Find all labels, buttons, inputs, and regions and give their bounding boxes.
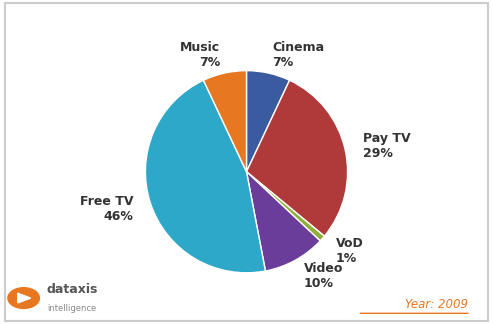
Text: Free TV
46%: Free TV 46% — [79, 195, 133, 223]
Text: intelligence: intelligence — [47, 304, 96, 313]
Text: Video
10%: Video 10% — [304, 262, 343, 290]
Text: Entertainment & Media Revenues - Western Europe -: Entertainment & Media Revenues - Western… — [19, 14, 474, 29]
Wedge shape — [145, 80, 265, 273]
Wedge shape — [246, 172, 320, 271]
Wedge shape — [246, 172, 324, 241]
Circle shape — [8, 288, 39, 308]
Text: Year: 2009: Year: 2009 — [405, 298, 468, 311]
Text: dataxis: dataxis — [47, 284, 98, 296]
Text: Pay TV
29%: Pay TV 29% — [363, 132, 411, 160]
Wedge shape — [246, 80, 348, 236]
Text: Cinema
7%: Cinema 7% — [273, 41, 325, 69]
Wedge shape — [246, 71, 289, 172]
Polygon shape — [18, 293, 31, 303]
Wedge shape — [204, 71, 246, 172]
Text: VoD
1%: VoD 1% — [336, 237, 364, 265]
Text: Music
7%: Music 7% — [180, 41, 220, 69]
